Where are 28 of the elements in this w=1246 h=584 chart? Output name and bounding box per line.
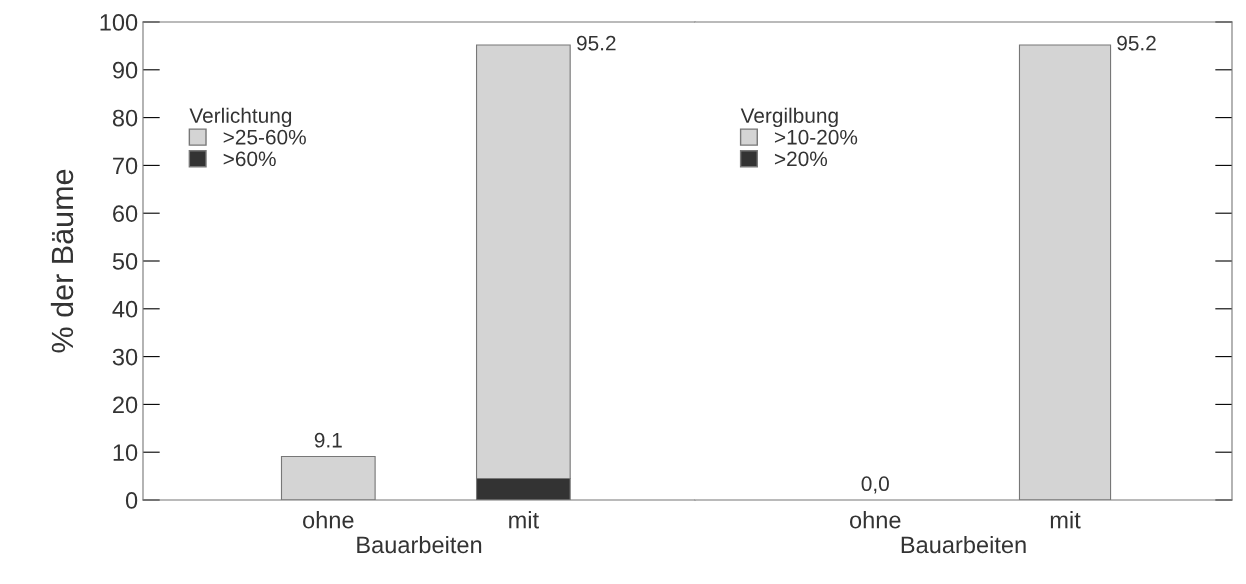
legend-label: >25-60% — [223, 129, 306, 145]
y-axis-title: % der Bäume — [50, 169, 74, 353]
y-tick-label: 90 — [112, 61, 138, 79]
legend-label: >10-20% — [774, 129, 858, 145]
total-label: 9.1 — [314, 432, 342, 448]
total-label: 0,0 — [861, 476, 889, 494]
y-tick-label: 40 — [112, 300, 138, 318]
y-tick-label: 50 — [112, 253, 138, 270]
y-tick-label: 80 — [112, 109, 138, 127]
y-tick-label: 60 — [113, 205, 138, 222]
x-axis-title: Bauarbeiten — [901, 535, 1026, 554]
total-label: 95.2 — [576, 35, 616, 51]
x-tick-label: mit — [1050, 511, 1081, 529]
y-tick-label: 0 — [125, 492, 138, 509]
y-tick-label: 20 — [113, 396, 138, 414]
total-label: 95.2 — [1117, 35, 1156, 51]
y-tick-label: 10 — [113, 444, 138, 461]
x-tick-label: mit — [509, 511, 539, 529]
x-tick-label: ohne — [303, 511, 354, 529]
x-tick-label: ohne — [850, 511, 901, 529]
y-tick-label: 30 — [112, 348, 138, 366]
legend-label: >20% — [774, 151, 828, 167]
y-tick-label: 100 — [100, 14, 138, 31]
legend-label: >60% — [223, 151, 276, 167]
legend-title: Verlichtung — [189, 107, 292, 128]
y-tick-label: 70 — [113, 157, 138, 175]
legend-title: Vergilbung — [740, 107, 838, 128]
x-axis-title: Bauarbeiten — [357, 535, 482, 554]
